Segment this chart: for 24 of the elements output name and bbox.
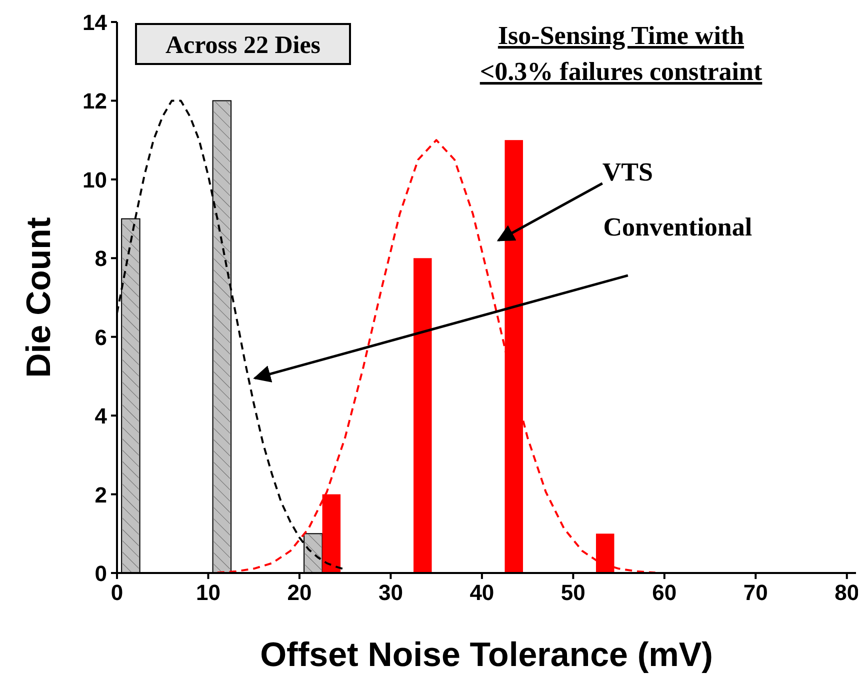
x-axis-title: Offset Noise Tolerance (mV) [260, 636, 713, 674]
x-tick-label: 50 [560, 580, 586, 605]
annotation: Conventional [603, 212, 752, 242]
y-tick-label: 12 [82, 88, 107, 114]
annotation: Across 22 Dies [165, 32, 321, 59]
x-tick-label: 0 [110, 580, 124, 605]
x-tick-label: 10 [196, 580, 220, 605]
y-tick-label: 14 [82, 10, 108, 35]
y-tick-label: 2 [94, 482, 107, 508]
annotation: VTS [602, 158, 653, 187]
y-tick-label: 8 [94, 246, 107, 272]
y-tick-label: 10 [82, 167, 107, 192]
y-tick-label: 0 [94, 561, 107, 586]
text: Iso-Sensing Time with <0.3% failures constraint [480, 21, 762, 86]
y-tick-label: 4 [94, 404, 108, 429]
x-tick-label: 40 [470, 580, 494, 605]
x-tick-label: 70 [743, 580, 768, 605]
x-tick-label: 30 [378, 580, 403, 605]
bar [414, 258, 432, 573]
x-tick-label: 80 [834, 580, 860, 605]
y-tick-label: 6 [94, 324, 107, 350]
y-axis-title: Die Count [20, 217, 58, 378]
x-tick-label: 60 [652, 580, 677, 605]
x-tick-label: 20 [287, 580, 312, 605]
